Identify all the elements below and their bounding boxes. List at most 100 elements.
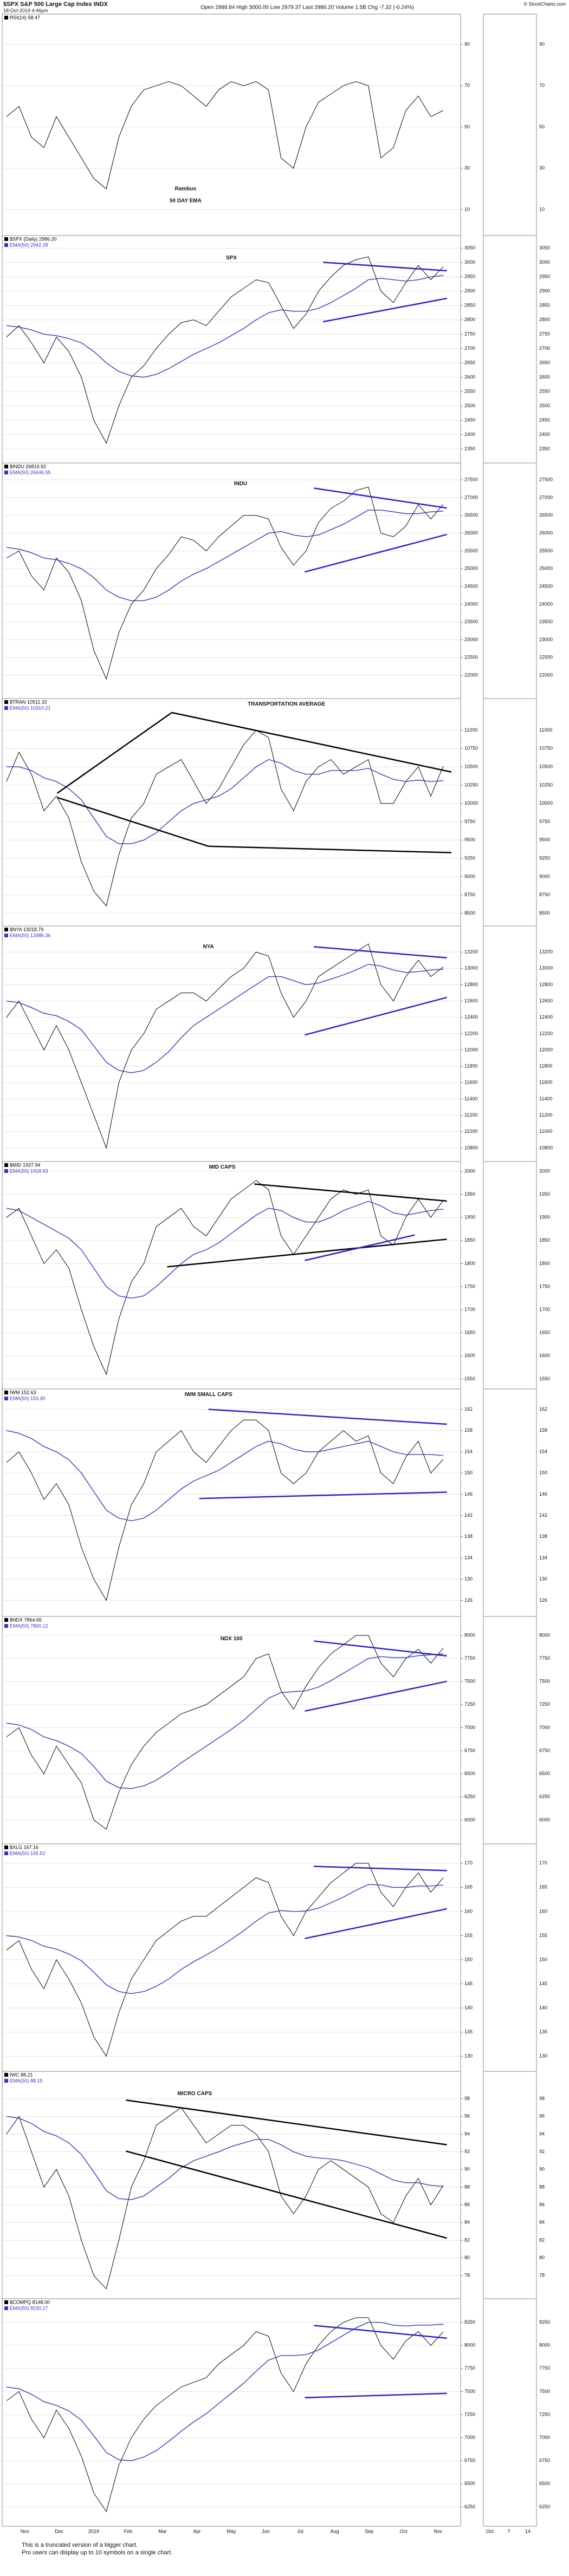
y-tick-label: 2400: [464, 432, 475, 437]
y-tick-label: 11600: [539, 1080, 552, 1085]
y-tick-label: 24500: [464, 583, 478, 589]
series-line: [6, 1653, 444, 1789]
y-tick-label: 1800: [464, 1261, 475, 1266]
legend-entry: EMA(50) 153.30: [10, 1395, 46, 1401]
series-line: [6, 486, 444, 680]
y-tick-label: 50: [464, 124, 470, 129]
legend-swatch: [4, 243, 8, 247]
annotation: NYA: [203, 944, 214, 950]
y-tick-label: 6250: [539, 1794, 550, 1799]
legend-swatch: [4, 237, 8, 241]
y-tick-label: 12800: [464, 982, 478, 987]
y-tick-label: 9000: [464, 873, 475, 879]
series-line: [6, 1884, 444, 1994]
y-tick-label: 165: [464, 1884, 473, 1890]
series-line: [6, 1635, 444, 1830]
y-tick-label: 1650: [464, 1330, 475, 1335]
series-line: [6, 2107, 444, 2290]
y-tick-label: 12600: [539, 998, 553, 1003]
y-tick-label: 98: [539, 2096, 545, 2101]
y-tick-label: 150: [539, 1957, 547, 1962]
y-tick-label: 82: [539, 2237, 545, 2242]
y-tick-label: 1850: [464, 1237, 475, 1243]
y-tick-label: 130: [539, 2053, 547, 2059]
x-tick-label: Jun: [262, 2528, 270, 2534]
y-tick-label: 145: [539, 1981, 547, 1986]
mini-panel-frame: [483, 698, 537, 927]
legend-swatch: [4, 700, 8, 704]
trendline: [305, 996, 447, 1036]
y-tick-label: 9500: [464, 837, 475, 843]
y-tick-label: 1900: [464, 1215, 475, 1220]
y-tick-label: 126: [539, 1597, 547, 1603]
x-tick-label: Nov: [21, 2528, 30, 2534]
x-tick-label: Mar: [158, 2528, 167, 2534]
legend-swatch: [4, 706, 8, 710]
trendline: [208, 845, 452, 853]
y-tick-label: 150: [539, 1470, 547, 1476]
y-tick-label: 8000: [539, 1632, 550, 1638]
y-tick-label: 7500: [539, 1679, 550, 1684]
y-tick-label: 84: [539, 2220, 545, 2225]
y-tick-label: 7000: [539, 2435, 550, 2440]
y-tick-label: 150: [464, 1470, 473, 1476]
y-tick-label: 27000: [539, 494, 553, 500]
y-tick-label: 1600: [464, 1353, 475, 1358]
legend-swatch: [4, 471, 8, 474]
y-tick-label: 6250: [464, 2504, 475, 2509]
y-tick-label: 2450: [539, 418, 550, 423]
y-tick-label: 10750: [539, 746, 553, 751]
y-tick-label: 11800: [539, 1064, 552, 1069]
y-tick-label: 135: [539, 2029, 547, 2034]
y-tick-label: 2950: [539, 274, 550, 279]
series-line: [6, 2116, 444, 2200]
legend-swatch: [4, 1845, 8, 1849]
y-tick-label: 6500: [539, 1771, 550, 1776]
mini-panel-frame: [483, 2071, 537, 2299]
trendline: [314, 2325, 447, 2339]
y-tick-label: 27500: [539, 477, 553, 482]
y-tick-label: 6500: [464, 1771, 475, 1776]
x-tick-label: Jul: [297, 2528, 303, 2534]
legend-swatch: [4, 2079, 8, 2083]
mini-panel-frame: [483, 1616, 537, 1844]
x-tick-label: May: [227, 2528, 236, 2534]
y-tick-label: 1950: [539, 1191, 550, 1197]
series-line: [6, 2321, 444, 2461]
y-tick-label: 7750: [464, 1655, 475, 1661]
y-tick-label: 6750: [464, 1747, 475, 1753]
y-tick-label: 2900: [539, 288, 550, 294]
y-tick-label: 138: [464, 1534, 473, 1539]
y-tick-label: 130: [464, 2053, 473, 2059]
y-tick-label: 12000: [539, 1047, 553, 1052]
y-tick-label: 10500: [464, 764, 478, 769]
legend-swatch: [4, 1851, 8, 1855]
y-tick-label: 9500: [539, 837, 550, 843]
legend-entry: $NYA 13018.79: [10, 927, 43, 932]
y-tick-label: 10: [539, 206, 545, 212]
y-tick-label: 1700: [539, 1307, 550, 1312]
y-tick-label: 24000: [539, 601, 553, 606]
y-tick-label: 2750: [464, 331, 475, 337]
y-tick-label: 26500: [539, 512, 553, 518]
y-tick-label: 23500: [464, 619, 478, 624]
x-tick-label: Dec: [55, 2528, 64, 2534]
series-line: [6, 275, 444, 378]
y-tick-label: 82: [464, 2237, 470, 2242]
y-tick-label: 88: [464, 2184, 470, 2189]
y-tick-label: 80: [539, 2255, 545, 2260]
y-tick-label: 10800: [539, 1145, 553, 1150]
y-tick-label: 7500: [464, 2389, 475, 2394]
y-tick-label: 2550: [464, 389, 475, 394]
quote: Open 2989.84 High 3000.00 Low 2979.37 La…: [201, 5, 414, 11]
y-tick-label: 146: [539, 1491, 547, 1497]
panel-frame: [2, 462, 461, 699]
y-tick-label: 130: [539, 1576, 547, 1582]
y-tick-label: 8000: [464, 2343, 475, 2348]
legend-swatch: [4, 1391, 8, 1394]
legend-swatch: [4, 1397, 8, 1400]
trendline: [126, 2150, 447, 2239]
y-tick-label: 13200: [539, 949, 553, 955]
y-tick-label: 78: [539, 2273, 545, 2278]
x-tick-label: Oct: [486, 2528, 494, 2534]
